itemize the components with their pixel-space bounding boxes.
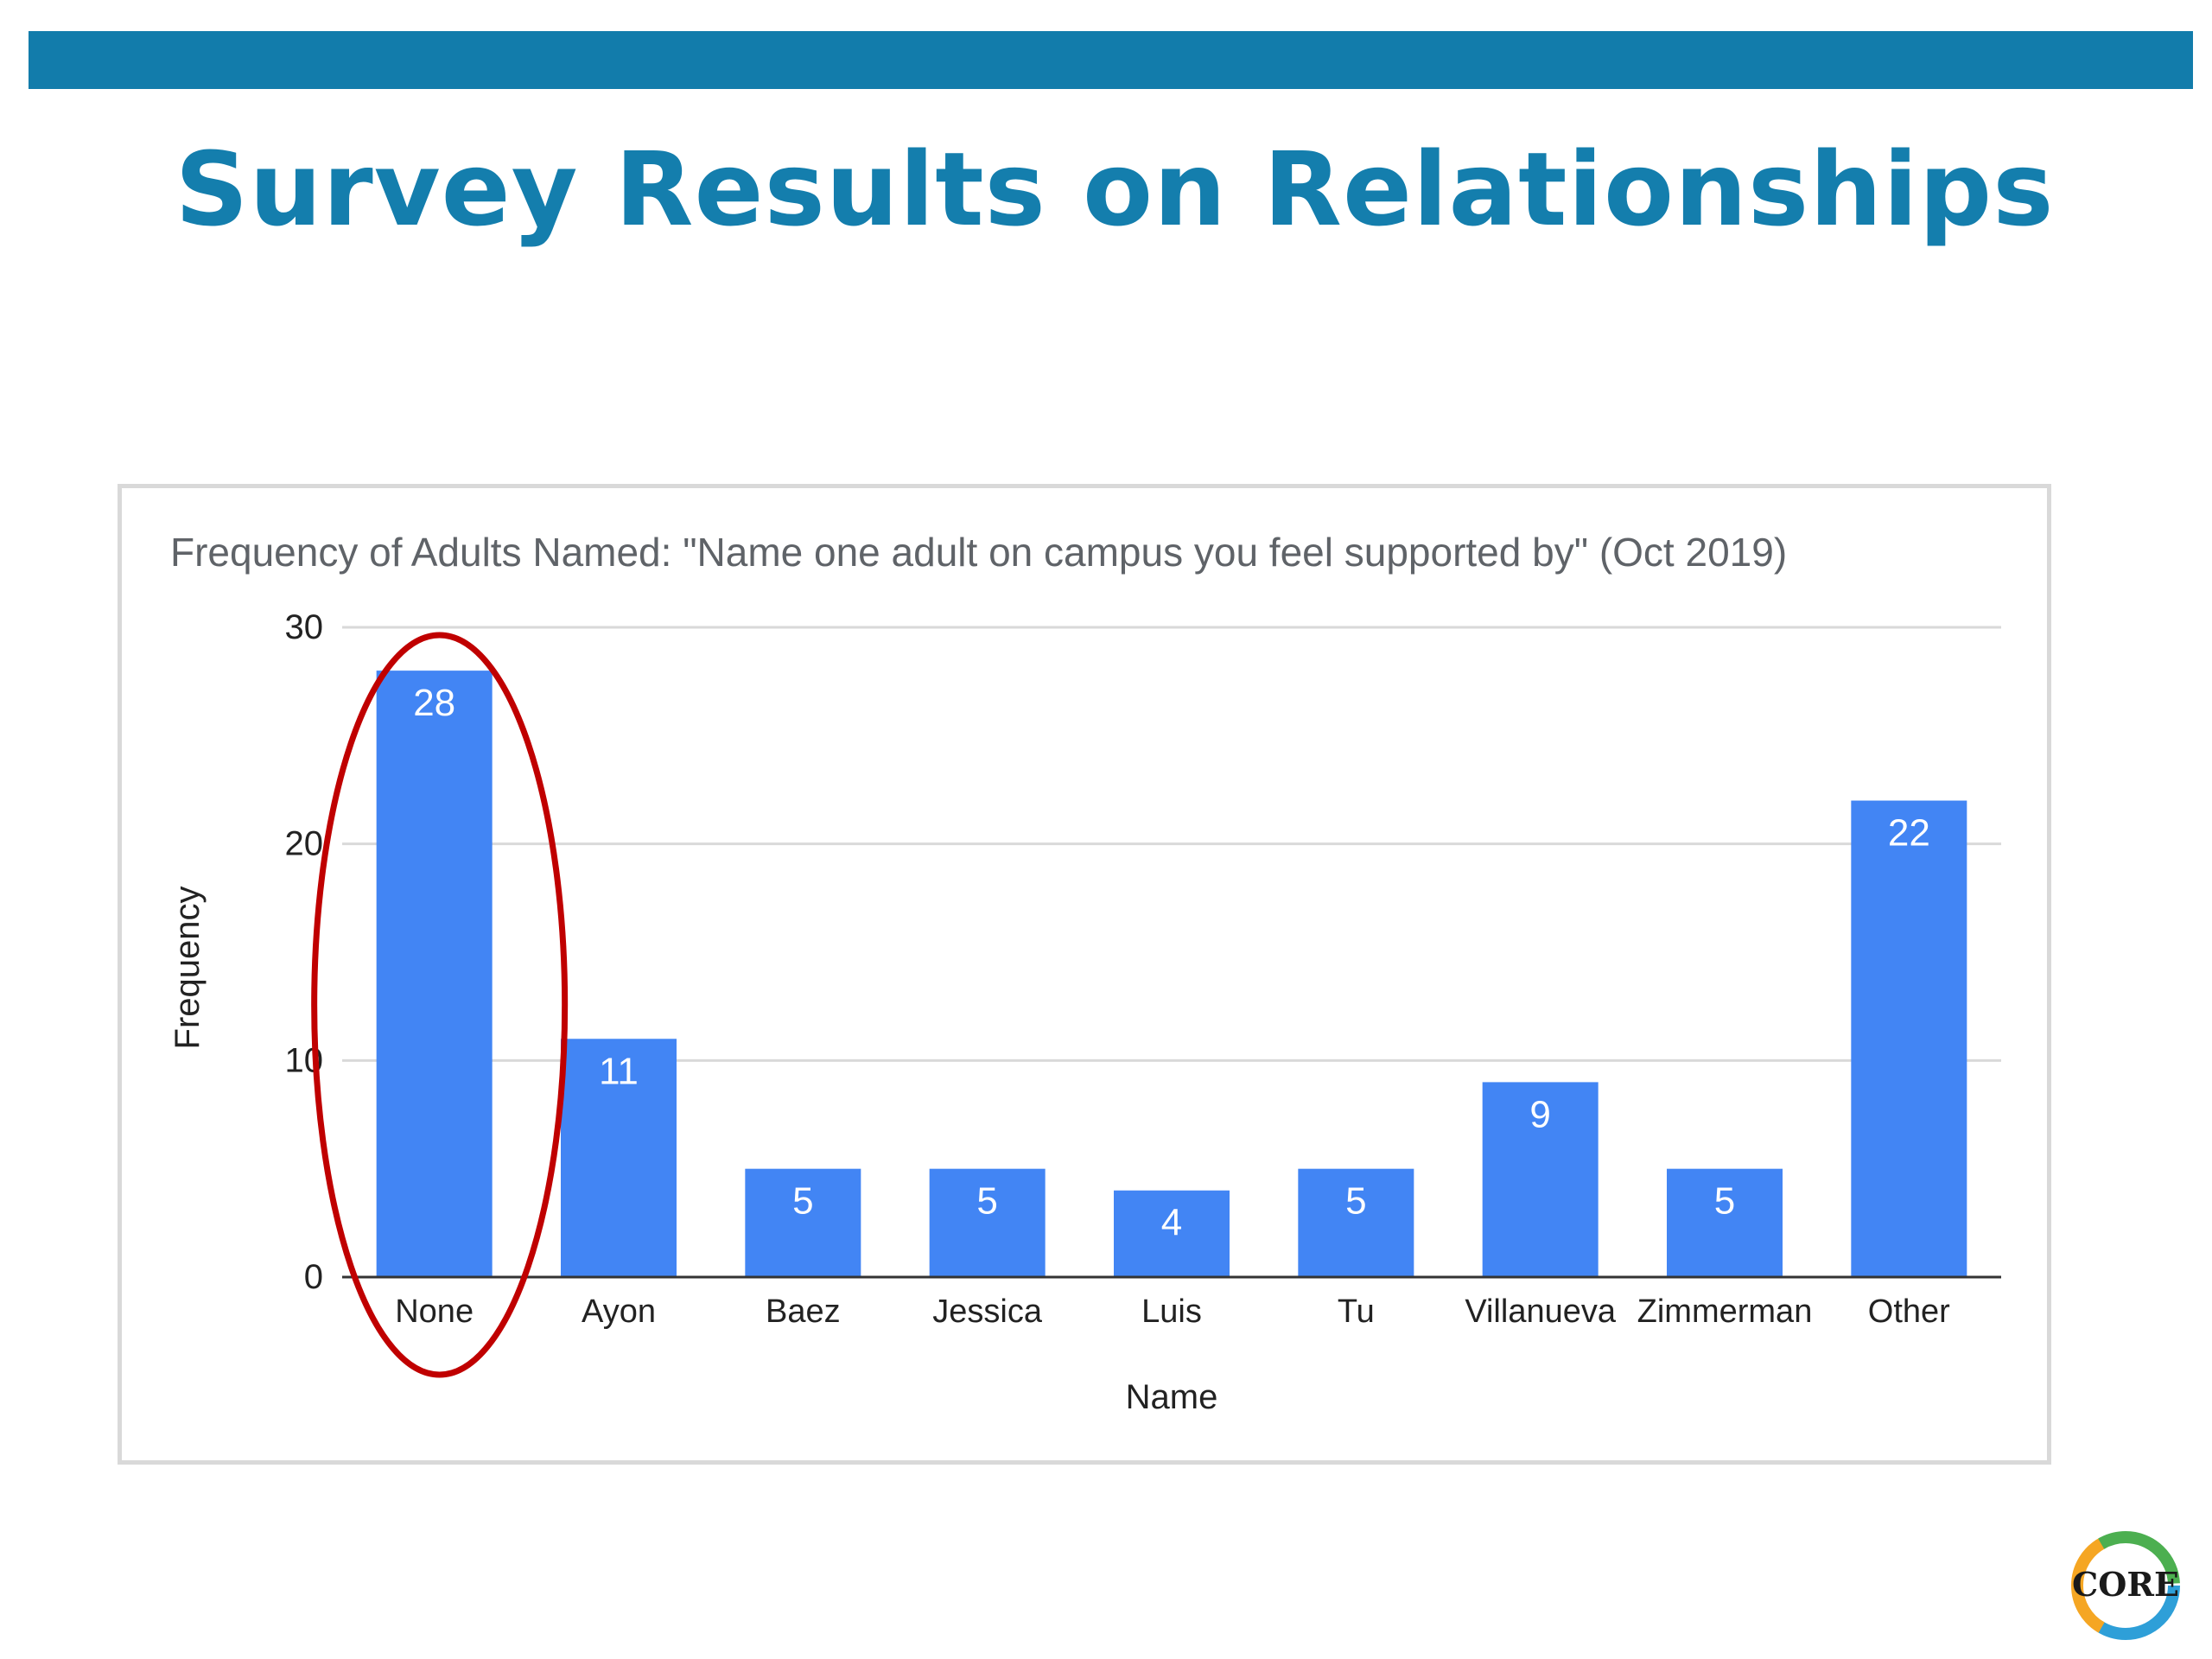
data-label-ayon: 11 <box>599 1050 639 1092</box>
header-bar <box>29 31 2193 89</box>
core-logo: CORE <box>2061 1529 2190 1642</box>
x-tick-label-none: None <box>395 1294 474 1330</box>
bar-luis <box>1114 1190 1230 1277</box>
bar-jessica <box>929 1168 1046 1277</box>
bar-none <box>376 671 493 1277</box>
x-tick-label-ayon: Ayon <box>582 1294 656 1330</box>
x-axis-title: Name <box>1126 1378 1218 1416</box>
data-label-luis: 4 <box>1161 1202 1182 1244</box>
bar-zimmerman <box>1667 1168 1783 1277</box>
x-tick-label-villanueva: Villanueva <box>1465 1294 1617 1330</box>
logo-ring-orange <box>2071 1531 2180 1640</box>
logo-text: CORE <box>2072 1565 2179 1604</box>
data-label-villanueva: 9 <box>1529 1093 1550 1135</box>
slide-title: Survey Results on Relationships <box>175 130 2055 249</box>
x-tick-label-luis: Luis <box>1141 1294 1202 1330</box>
bar-tu <box>1298 1168 1414 1277</box>
x-tick-label-jessica: Jessica <box>932 1294 1043 1330</box>
chart-title: Frequency of Adults Named: "Name one adu… <box>170 530 1788 575</box>
x-tick-label-baez: Baez <box>766 1294 841 1330</box>
data-label-zimmerman: 5 <box>1714 1180 1735 1223</box>
x-tick-label-other: Other <box>1868 1294 1950 1330</box>
highlight-ellipse <box>311 632 569 1378</box>
y-tick-label-0: 0 <box>304 1258 323 1296</box>
x-tick-label-tu: Tu <box>1338 1294 1375 1330</box>
bar-villanueva <box>1482 1082 1599 1277</box>
y-tick-label-20: 20 <box>285 825 324 863</box>
y-axis-title: Frequency <box>168 887 207 1050</box>
data-label-tu: 5 <box>1345 1180 1366 1223</box>
data-label-jessica: 5 <box>976 1180 997 1223</box>
logo-ring-green <box>2071 1531 2180 1640</box>
logo-ring-blue <box>2071 1531 2180 1640</box>
x-tick-label-zimmerman: Zimmerman <box>1637 1294 1813 1330</box>
data-label-baez: 5 <box>792 1180 813 1223</box>
data-label-other: 22 <box>1888 812 1930 855</box>
bar-baez <box>745 1168 861 1277</box>
y-tick-label-30: 30 <box>285 608 324 646</box>
bar-ayon <box>561 1039 677 1277</box>
data-label-none: 28 <box>413 682 455 724</box>
bar-other <box>1851 800 1967 1277</box>
